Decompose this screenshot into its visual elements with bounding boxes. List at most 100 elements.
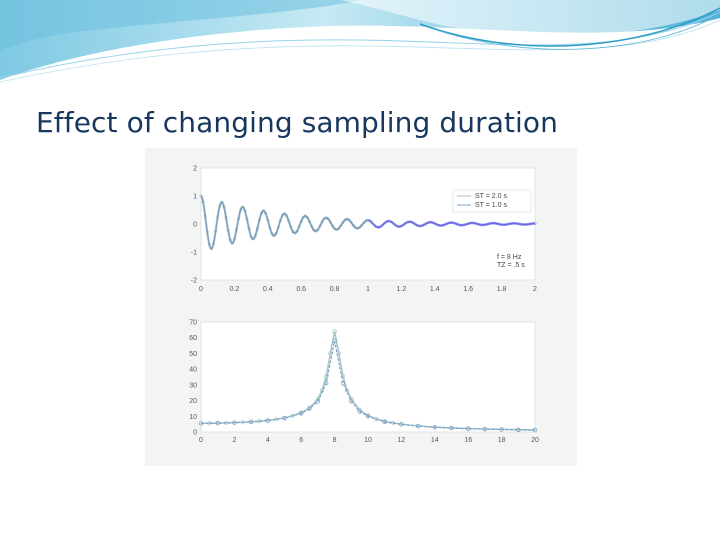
top-sample-point: [222, 205, 226, 209]
bottom-chart: 0 2 4 6 8 10 12 14 16 18 20 70 60 50 40 30 20 10 0: [189, 320, 539, 445]
top-x-tick-label: 0.6: [296, 286, 306, 293]
bottom-data-point: [215, 421, 220, 426]
top-sample-point: [437, 223, 441, 227]
bottom-data-point: [315, 399, 321, 404]
top-sample-point: [481, 223, 485, 227]
top-sample-point: [470, 221, 474, 225]
top-sample-point: [393, 223, 397, 227]
top-sample-point: [439, 224, 443, 228]
top-sample-point: [239, 208, 243, 212]
top-sample-point: [203, 214, 207, 218]
top-sample-point: [412, 221, 416, 225]
top-sample-point: [468, 221, 472, 225]
top-sample-point: [406, 220, 410, 224]
bottom-data-point: [240, 420, 245, 425]
bottom-x-tick-label: 10: [364, 437, 372, 444]
top-sample-point: [416, 224, 420, 228]
top-sample-point: [268, 226, 272, 230]
top-sample-point: [289, 225, 293, 229]
top-x-tick-label: 0.8: [330, 286, 340, 293]
legend-entry-st1: ST = 1.0 s: [475, 202, 507, 209]
bottom-series-line-st1: [200, 340, 536, 431]
top-sample-point: [518, 222, 522, 226]
top-sample-point: [489, 221, 493, 225]
top-sample-point: [207, 243, 211, 246]
top-sample-point: [349, 221, 353, 225]
bottom-x-tick-label: 20: [531, 437, 539, 444]
top-sample-point: [533, 222, 537, 225]
header-banner: [0, 0, 720, 83]
top-sample-point: [399, 224, 403, 228]
top-sample-point: [404, 221, 408, 225]
bottom-data-point: [248, 419, 254, 425]
annotation-decay: TZ = .5 s: [497, 262, 525, 269]
top-x-tick-label: 1.4: [430, 286, 440, 293]
top-sample-point: [310, 224, 314, 228]
top-sample-point: [318, 224, 322, 228]
bottom-data-point: [415, 424, 421, 429]
top-sample-point: [326, 217, 330, 221]
top-sample-point: [308, 220, 312, 224]
top-sample-point: [347, 218, 351, 222]
top-sample-point: [312, 228, 316, 232]
top-sample-point: [260, 211, 263, 215]
top-sample-point: [314, 229, 318, 233]
top-sample-point: [216, 215, 220, 219]
bottom-data-point: [357, 409, 362, 414]
top-sample-point: [214, 229, 218, 233]
top-sample-point: [458, 223, 462, 227]
top-x-tick-label: 1.2: [397, 286, 407, 293]
bottom-data-point: [382, 419, 387, 425]
top-sample-point: [498, 222, 501, 226]
top-sample-point: [429, 220, 433, 224]
top-y-tick-label: 0: [193, 222, 197, 229]
top-sample-point: [512, 221, 516, 225]
top-sample-point: [331, 224, 334, 228]
bottom-x-tick-label: 14: [431, 437, 439, 444]
top-sample-point: [529, 222, 533, 226]
top-sample-point: [389, 220, 393, 224]
bottom-data-point: [282, 416, 287, 421]
bottom-y-tick-label: 10: [189, 414, 197, 421]
top-sample-point: [247, 227, 251, 231]
legend-entry-st2: ST = 2.0 s: [475, 193, 507, 200]
top-legend: ST = 2.0 s ST = 1.0 s: [452, 189, 532, 213]
top-sample-point: [220, 200, 224, 204]
top-sample-point: [502, 223, 506, 227]
bottom-data-point: [198, 421, 204, 426]
top-sample-point: [491, 221, 495, 225]
top-sample-point: [531, 222, 535, 226]
top-x-tick-label: 0.4: [263, 286, 273, 293]
top-sample-point: [270, 232, 274, 236]
bottom-data-point: [482, 427, 488, 432]
top-sample-point: [212, 242, 215, 245]
top-sample-point: [368, 219, 372, 223]
top-sample-point: [287, 219, 291, 223]
top-sample-point: [291, 230, 295, 233]
top-sample-point: [514, 222, 518, 225]
bottom-data-point: [307, 406, 312, 411]
bottom-data-point: [449, 425, 454, 431]
top-sample-point: [360, 223, 364, 227]
top-sample-point: [339, 224, 343, 228]
top-sample-point: [372, 223, 376, 227]
top-sample-point: [479, 223, 483, 227]
top-sample-point: [272, 234, 276, 238]
top-sample-point: [199, 194, 203, 198]
top-sample-point: [280, 214, 284, 217]
bottom-data-point: [324, 381, 329, 386]
bottom-y-tick-label: 70: [189, 320, 197, 327]
bottom-data-point: [344, 388, 350, 393]
annotation-frequency: f = 8 Hz: [497, 254, 522, 261]
bottom-data-point: [332, 329, 337, 334]
top-sample-point: [402, 223, 405, 227]
bottom-y-tick-label: 30: [189, 382, 197, 389]
bottom-data-point: [349, 399, 354, 404]
top-sample-point: [358, 225, 362, 229]
bottom-data-point: [432, 425, 437, 430]
chart-figure: 0 0.2 0.4 0.6 0.8 1 1.2 1.4 1.6 1.8 2 210-1-2 ST =…: [189, 166, 539, 445]
bottom-data-point: [336, 351, 341, 356]
top-sample-point: [379, 225, 382, 229]
top-sample-point: [316, 228, 320, 232]
top-x-tick-label: 1: [366, 286, 370, 293]
